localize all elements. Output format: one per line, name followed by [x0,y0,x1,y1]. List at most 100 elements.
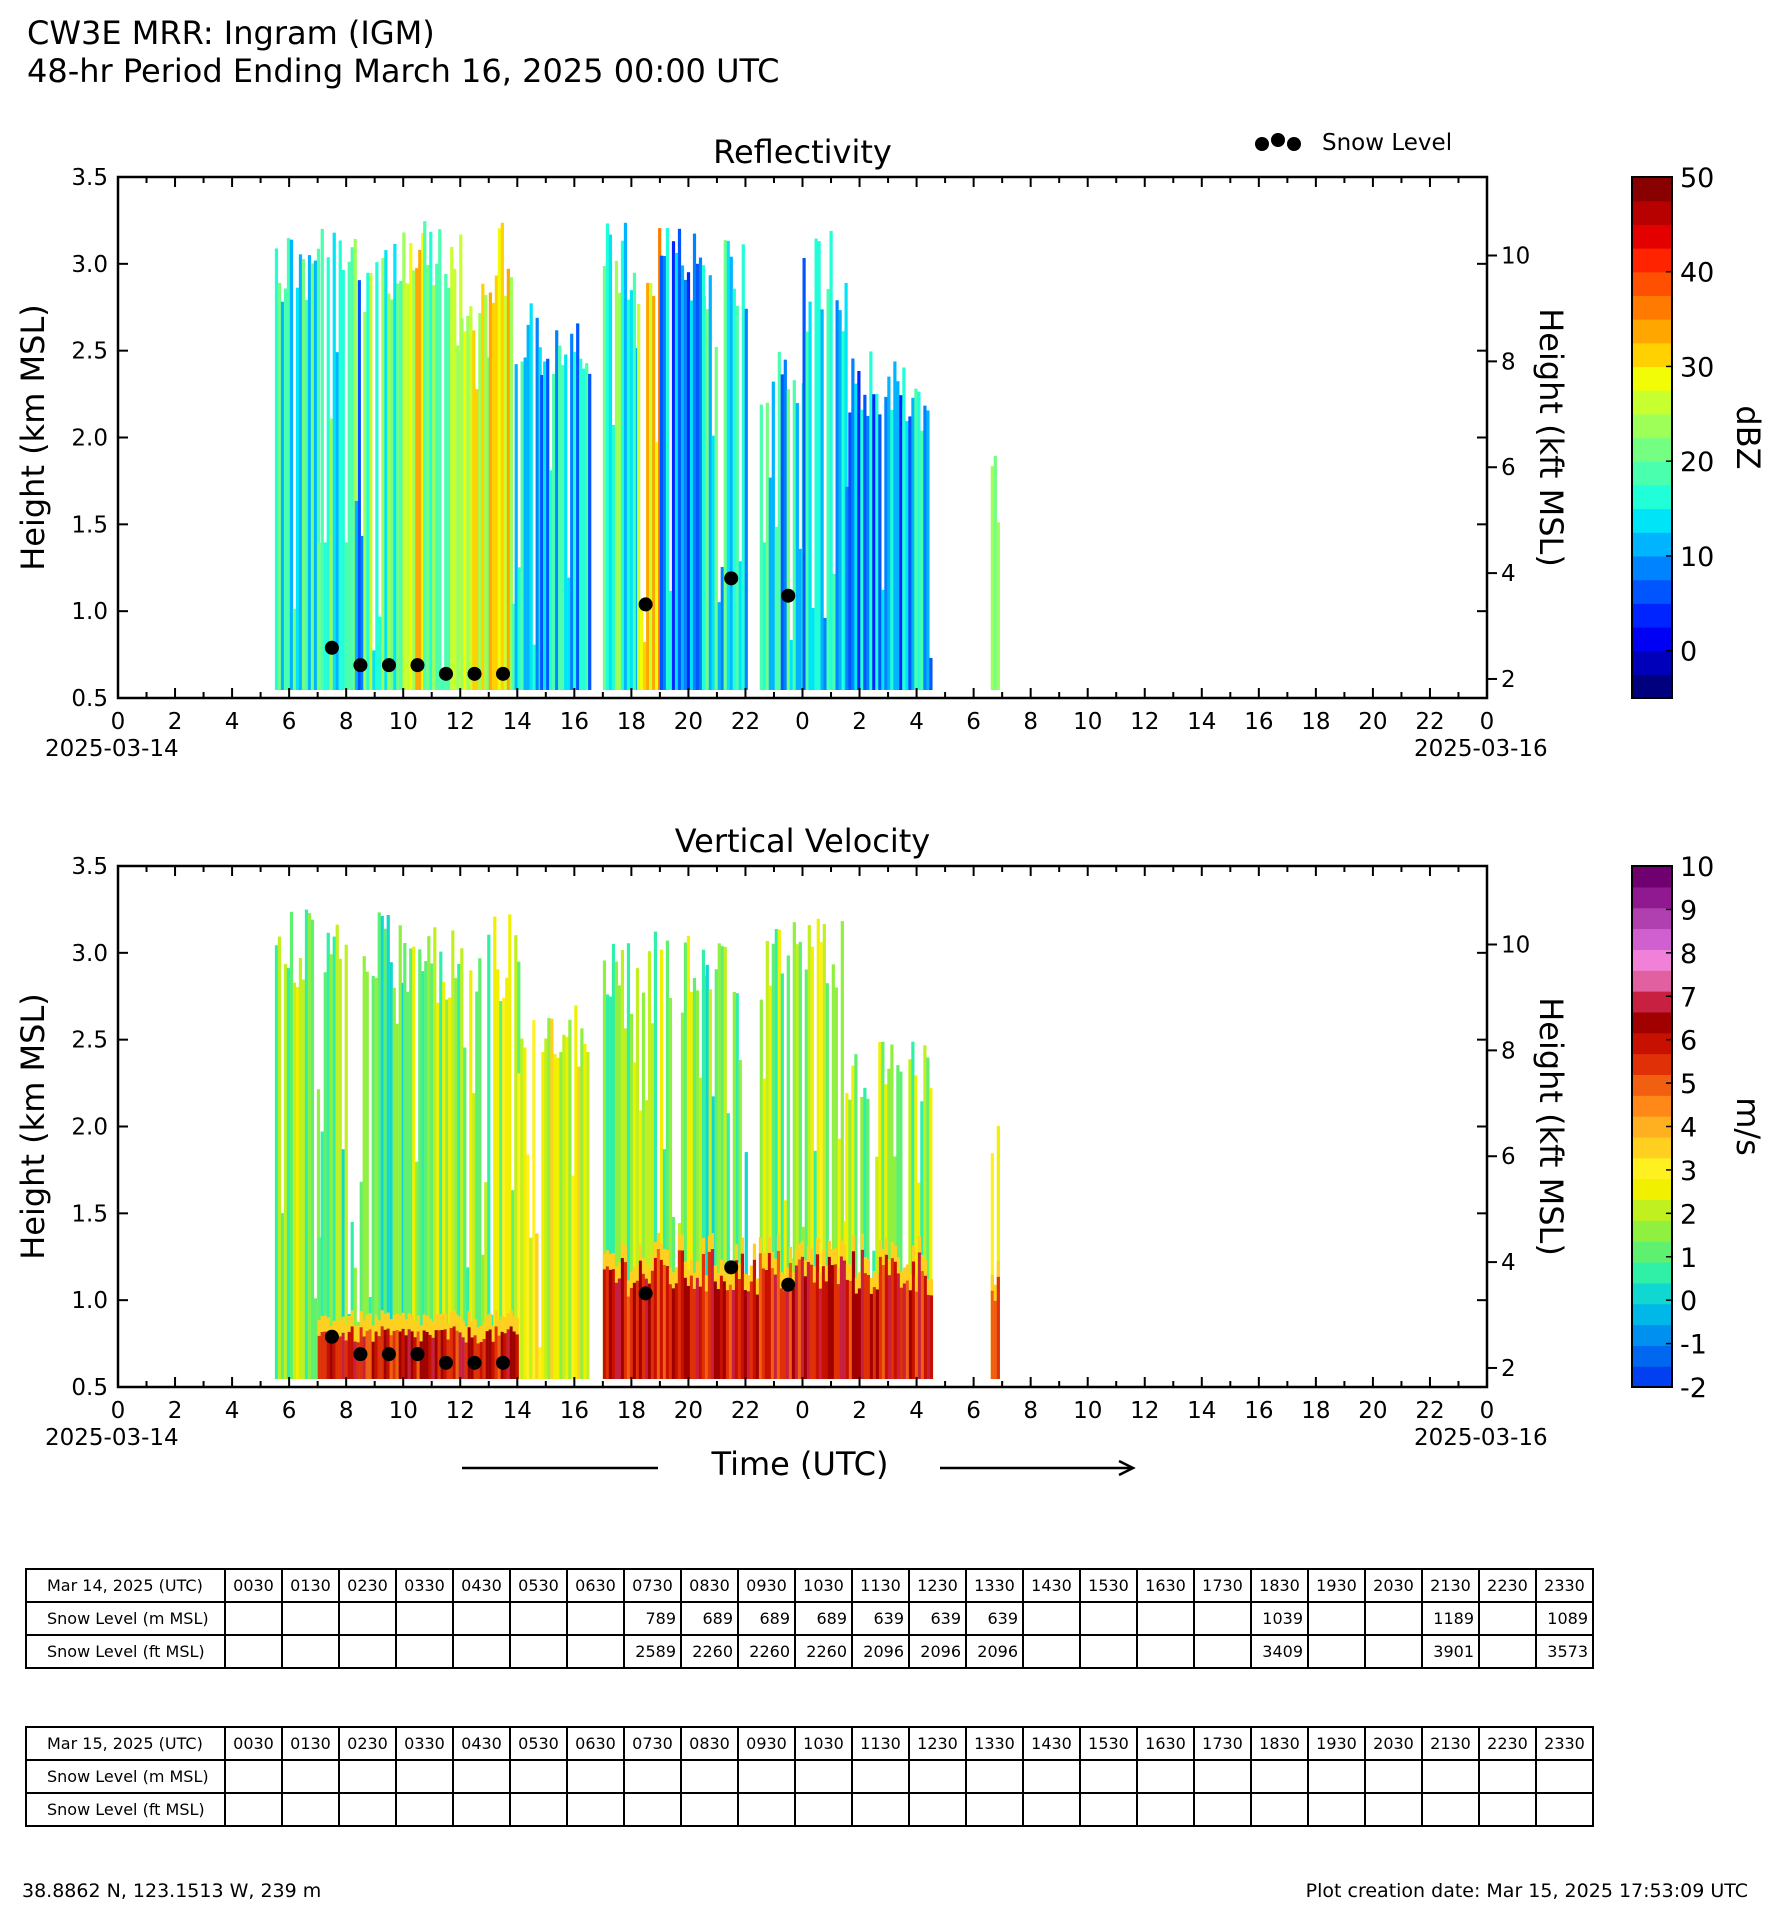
table-cell [1022,1792,1081,1827]
velocity-transition-stripe [386,1312,390,1329]
velocity-maximum-stripe [914,1291,919,1379]
table-cell [452,1792,511,1827]
precip-stripe [774,526,778,690]
precip-stripe [415,268,419,690]
velocity-transition-stripe [332,1320,336,1337]
precip-stripe [848,1099,852,1379]
table-cell: 1189 [1421,1601,1480,1636]
x-tick-label: 6 [282,709,297,735]
x-tick-label: 14 [1187,1398,1216,1424]
precip-stripe [602,266,607,690]
precip-stripe [605,223,610,690]
precip-stripe [884,396,888,690]
precip-stripe [640,609,644,690]
velocity-transition-stripe [353,1325,357,1342]
velocity-maximum-stripe [443,1329,447,1379]
precip-stripe [298,254,303,690]
velocity-transition-stripe [665,1250,670,1267]
y-axis-label: Height (km MSL) [14,304,52,571]
table-time-header: 0130 [281,1726,340,1761]
precip-stripe [520,1038,524,1379]
table-time-header: 0030 [224,1568,283,1603]
precip-stripe [720,946,724,1379]
precip-stripe [497,228,501,690]
velocity-maximum-stripe [710,1249,715,1379]
y-right-tick-label: 8 [1501,349,1516,375]
table-time-header: 0730 [623,1568,682,1603]
precip-stripe [683,279,688,690]
table-cell [1022,1601,1081,1636]
precip-stripe [875,1156,879,1379]
precip-stripe [844,282,848,690]
snow-level-point [781,588,796,603]
x-tick-label: 22 [1415,709,1444,735]
precip-stripe [301,979,306,1379]
precip-stripe [484,1182,488,1379]
precip-stripe [680,1012,685,1379]
table-time-header: 2130 [1421,1568,1480,1603]
y-right-tick-label: 4 [1501,1250,1516,1276]
velocity-transition-stripe [842,1244,847,1261]
table-cell: 3573 [1535,1634,1594,1669]
precip-stripe [520,361,524,690]
table-cell [851,1759,910,1794]
precip-stripe [714,346,718,690]
velocity-transition-stripe [602,1253,607,1270]
table-row-label: Snow Level (m MSL) [25,1601,226,1636]
precip-stripe [506,268,510,690]
colorbar-swatch [1632,1157,1672,1180]
precip-stripe [826,289,830,690]
colorbar-swatch [1632,1053,1672,1075]
table-time-header: 0530 [509,1568,568,1603]
velocity-maximum-stripe [440,1329,444,1379]
y-axis-label: Height (km MSL) [14,993,52,1260]
velocity-transition-stripe [881,1248,886,1265]
precip-stripe [360,535,364,690]
velocity-transition-stripe [779,1272,784,1289]
precip-stripe [659,949,664,1379]
precip-stripe [494,275,498,690]
precip-stripe [415,1161,419,1379]
velocity-maximum-stripe [767,1252,772,1379]
precip-stripe [517,1073,521,1379]
x-tick-label: 20 [674,709,703,735]
precip-stripe [529,1237,533,1379]
x-end-date: 2025-03-16 [1414,1425,1548,1451]
velocity-transition-stripe [503,1317,507,1334]
table-cell [281,1601,340,1636]
colorbar-swatch [1632,907,1672,930]
table-time-header: 1030 [794,1726,853,1761]
precip-stripe [614,961,619,1379]
table-time-header: 1630 [1136,1726,1195,1761]
velocity-maximum-stripe [701,1253,706,1379]
y-tick-label: 3.5 [71,165,108,191]
precip-stripe [655,442,659,690]
velocity-transition-stripe [650,1254,655,1271]
table-time-header: 0230 [338,1726,397,1761]
precip-stripe [564,354,568,690]
x-tick-label: 2 [168,709,183,735]
precip-stripe [529,303,533,690]
velocity-transition-stripe [677,1234,682,1251]
precip-stripe [705,964,709,1379]
precip-stripe [902,404,906,690]
precip-stripe [546,358,550,690]
page-subtitle: 48-hr Period Ending March 16, 2025 00:00… [27,52,780,90]
precip-stripe [759,999,763,1379]
precip-stripe [671,241,676,690]
table-time-header: 1730 [1193,1568,1252,1603]
snow-level-point [381,658,396,673]
precip-stripe [680,265,685,690]
precip-stripe [377,912,381,1379]
velocity-maximum-stripe [836,1284,841,1379]
velocity-maximum-stripe [993,1300,997,1379]
precip-stripe [289,911,294,1379]
table-cell [509,1634,568,1669]
colorbar-tick-label: 0 [1680,1286,1697,1317]
precip-stripe [586,1051,590,1379]
precip-stripe [863,1087,867,1379]
table-cell [1079,1792,1138,1827]
table-cell [623,1792,682,1827]
velocity-transition-stripe [806,1245,811,1262]
precip-stripe [899,1071,903,1379]
